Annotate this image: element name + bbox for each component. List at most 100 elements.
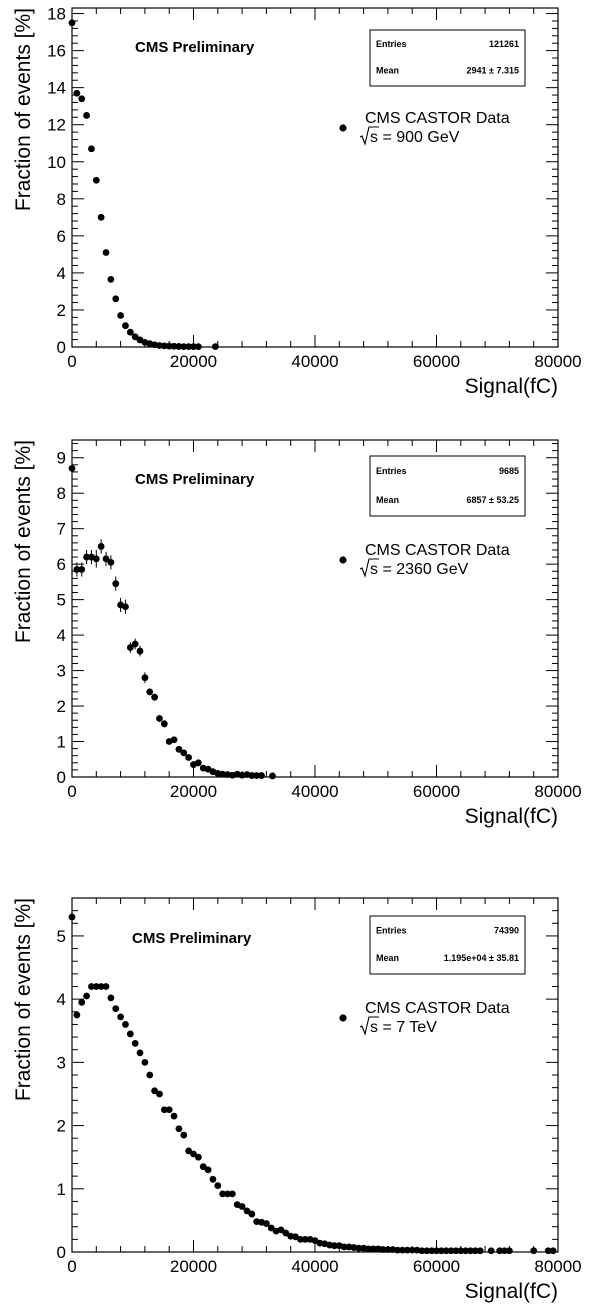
data-point: [423, 1247, 431, 1255]
y-tick-label: 1: [57, 733, 66, 752]
cms-preliminary-label: CMS Preliminary: [135, 39, 255, 56]
data-point: [297, 1235, 304, 1243]
data-point: [496, 1247, 504, 1255]
data-point: [394, 1246, 402, 1254]
data-point: [199, 1163, 207, 1171]
y-tick-label: 14: [47, 79, 66, 98]
y-tick-label: 4: [57, 626, 66, 645]
stats-entries-label: Entries: [376, 466, 407, 476]
data-point: [418, 1247, 426, 1255]
stats-box-frame: [369, 455, 526, 517]
data-point: [126, 1030, 134, 1038]
sqrt-symbol: [359, 1016, 379, 1036]
y-tick-label: 12: [47, 116, 66, 135]
data-point: [165, 1106, 173, 1114]
stats-mean-value: 6857 ± 53.25: [467, 495, 519, 505]
y-tick-label: 2: [57, 301, 66, 320]
data-point: [204, 1166, 212, 1174]
data-point: [117, 1013, 124, 1021]
data-point: [238, 1203, 246, 1210]
data-point: [170, 736, 178, 744]
data-point: [269, 772, 276, 780]
data-point: [107, 558, 115, 566]
data-point: [92, 555, 100, 563]
data-point: [73, 566, 81, 573]
legend: CMS CASTOR Data s = 900 GeV: [339, 110, 510, 146]
stats-box-frame: [369, 29, 526, 87]
data-point: [267, 1224, 275, 1232]
x-tick-label: 40000: [291, 352, 338, 371]
data-point: [102, 555, 110, 563]
y-tick-label: 16: [47, 42, 66, 61]
data-point: [73, 1011, 81, 1019]
stats-entries-value: 74390: [494, 925, 519, 935]
data-point: [117, 312, 124, 319]
data-point: [78, 95, 86, 103]
x-axis-title: Signal(fC): [465, 375, 558, 398]
data-point: [228, 1190, 236, 1198]
y-axis-title: Fraction of events [%]: [12, 8, 35, 211]
data-point: [122, 603, 129, 611]
data-point: [452, 1247, 460, 1255]
y-tick-label: 9: [57, 449, 66, 468]
data-point: [185, 1147, 193, 1155]
data-point: [78, 998, 86, 1006]
data-point: [263, 1220, 270, 1227]
data-point: [408, 1246, 416, 1254]
data-point: [151, 1087, 159, 1095]
data-point: [219, 1190, 227, 1198]
data-point: [185, 754, 193, 761]
stats-mean-label: Mean: [376, 953, 399, 963]
legend-energy: s = 2360 GeV: [370, 561, 469, 578]
data-point: [160, 720, 168, 728]
data-point: [83, 992, 90, 1000]
data-point: [107, 994, 115, 1002]
x-tick-label: 20000: [170, 352, 217, 371]
y-tick-label: 1: [57, 1180, 66, 1199]
data-point: [175, 343, 183, 350]
data-series: [68, 19, 219, 351]
stats-mean-value: 2941 ± 7.315: [467, 66, 519, 76]
data-point: [68, 19, 76, 27]
stats-entries-label: Entries: [376, 925, 407, 935]
data-point: [170, 342, 178, 350]
data-point: [160, 1106, 168, 1114]
stats-box: Entries 74390 Mean 1.195e+04 ± 35.81: [369, 915, 526, 975]
data-point: [180, 1131, 188, 1139]
data-point: [83, 553, 90, 561]
data-point: [175, 1125, 183, 1133]
data-point: [219, 770, 227, 778]
data-point: [185, 343, 193, 351]
y-tick-label: 8: [57, 190, 66, 209]
legend-series-name: CMS CASTOR Data: [365, 1000, 510, 1017]
data-point: [211, 343, 219, 351]
cms-preliminary-label: CMS Preliminary: [135, 471, 255, 488]
y-axis-title: Fraction of events [%]: [12, 898, 35, 1101]
data-point: [253, 772, 261, 779]
sqrt-symbol: [359, 558, 379, 578]
data-point: [146, 1071, 154, 1079]
data-point: [175, 745, 183, 753]
data-point: [369, 1245, 377, 1253]
data-point: [126, 328, 134, 336]
data-point: [433, 1247, 440, 1255]
data-point: [248, 772, 256, 779]
stats-mean-label: Mean: [376, 495, 399, 505]
legend: CMS CASTOR Data s = 7 TeV: [339, 1000, 510, 1036]
data-point: [403, 1246, 411, 1254]
chart-panel-3: 0 20000 40000 60000 80000 0 1 2 3 4 5 Signal(fC) Fra…: [12, 897, 582, 1303]
x-tick-label: 40000: [291, 1257, 338, 1276]
data-point: [331, 1242, 338, 1250]
data-point: [365, 1245, 372, 1253]
data-point: [78, 566, 86, 573]
data-point: [68, 913, 76, 921]
data-point: [170, 1112, 178, 1120]
y-tick-label: 7: [57, 520, 66, 539]
y-tick-label: 3: [57, 662, 66, 681]
data-point: [467, 1247, 474, 1255]
x-tick-label: 80000: [534, 782, 581, 801]
y-tick-label: 6: [57, 227, 66, 246]
y-tick-label: 5: [57, 591, 66, 610]
data-point: [112, 295, 120, 303]
